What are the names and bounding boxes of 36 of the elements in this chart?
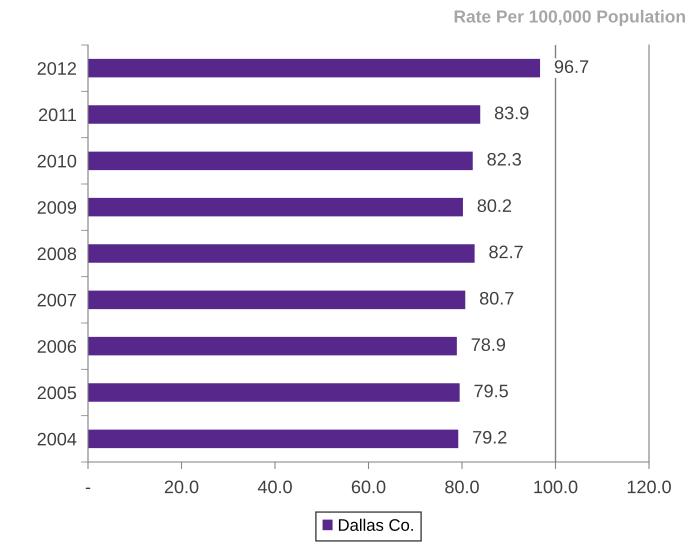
y-tick-label: 2005: [38, 386, 76, 400]
bar: [88, 290, 466, 310]
y-tick-label: 2010: [38, 154, 76, 168]
x-tick-label: 80.0: [445, 480, 479, 494]
bar: [88, 430, 458, 448]
bar: [88, 152, 473, 170]
x-tick-label: 40.0: [258, 480, 292, 494]
bar: [88, 105, 480, 124]
x-tick-label: 20.0: [164, 480, 198, 494]
y-tick-label: 2008: [38, 247, 76, 260]
bar: [88, 383, 460, 402]
y-tick-label: 2007: [38, 294, 76, 307]
bar: [88, 198, 463, 216]
y-tick-label: 2012: [38, 62, 76, 75]
data-label: 80.2: [478, 199, 512, 212]
chart-subtitle: Rate Per 100,000 Population: [454, 10, 685, 26]
data-label: 82.3: [487, 152, 521, 166]
bar: [88, 244, 475, 263]
data-label: 79.2: [473, 430, 506, 444]
x-tick-label: 100.0: [534, 480, 578, 494]
x-tick-label: -: [86, 488, 90, 490]
y-tick-label: 2006: [38, 340, 76, 353]
data-label: 80.7: [480, 292, 514, 305]
data-label: 83.9: [494, 106, 528, 120]
y-tick-label: 2004: [38, 432, 76, 446]
legend-label: Dallas Co.: [338, 518, 413, 531]
bar: [88, 336, 457, 356]
x-tick-label: 60.0: [352, 480, 386, 494]
data-label: 78.9: [472, 338, 506, 352]
y-tick-label: 2011: [38, 108, 76, 122]
bar: [88, 58, 540, 78]
x-tick-label: 120.0: [628, 480, 671, 494]
y-tick-label: 2009: [38, 201, 76, 214]
data-label: 82.7: [489, 246, 523, 258]
data-label: 96.7: [554, 60, 588, 74]
data-label: 79.5: [474, 384, 508, 398]
